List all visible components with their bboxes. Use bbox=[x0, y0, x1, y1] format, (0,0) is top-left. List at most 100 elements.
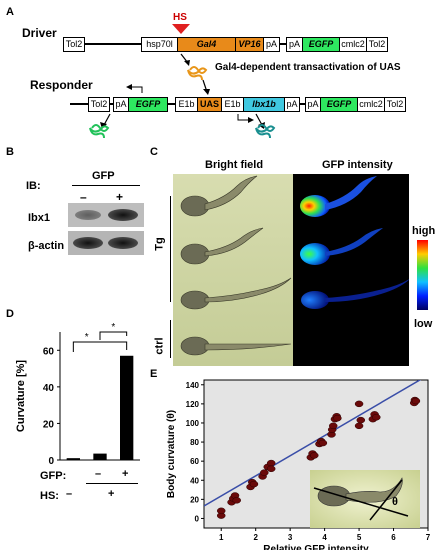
responder-pa-1: pA bbox=[113, 97, 129, 112]
hs-row-label: HS: bbox=[40, 490, 59, 502]
data-point bbox=[328, 422, 338, 430]
inset-fish-image bbox=[310, 470, 420, 528]
scale-low-label: low bbox=[414, 318, 433, 330]
data-point bbox=[333, 414, 342, 422]
gfp-plus-value: + bbox=[122, 468, 129, 480]
hs-arrow-icon bbox=[172, 24, 190, 34]
y-tick-label: 60 bbox=[43, 346, 55, 357]
fish-image-panel bbox=[173, 174, 409, 366]
ib-label: IB: bbox=[26, 180, 41, 192]
bf-fish-4 bbox=[180, 336, 292, 356]
bright-field-header: Bright field bbox=[205, 159, 264, 171]
data-point bbox=[232, 497, 241, 504]
western-blot bbox=[68, 203, 144, 255]
responder-e1b-2: E1b bbox=[221, 97, 244, 112]
tg-label: Tg bbox=[153, 237, 166, 251]
gfp-intensity-header: GFP intensity bbox=[322, 159, 393, 171]
responder-uas: UAS bbox=[197, 97, 222, 112]
tg-bracket bbox=[170, 196, 171, 302]
gfp-header: GFP bbox=[92, 170, 115, 182]
bf-fish-2 bbox=[180, 227, 264, 265]
data-point bbox=[356, 416, 366, 424]
color-scale-bar bbox=[417, 240, 428, 310]
responder-egfp-1: EGFP bbox=[128, 97, 168, 112]
driver-cmlc2: cmlc2 bbox=[339, 37, 367, 52]
panel-d-label: D bbox=[6, 308, 14, 320]
responder-lbx1b: lbx1b bbox=[243, 97, 285, 112]
y-tick-label: 140 bbox=[186, 381, 200, 390]
driver-hsp70l: hsp70l bbox=[141, 37, 178, 52]
gfp-header-line bbox=[72, 185, 140, 186]
x-tick-label: 7 bbox=[426, 533, 431, 542]
y-tick-label: 0 bbox=[195, 514, 200, 523]
x-tick-label: 4 bbox=[322, 533, 327, 542]
responder-cmlc2: cmlc2 bbox=[357, 97, 385, 112]
driver-vp16: VP16 bbox=[235, 37, 264, 52]
responder-pa-2: pA bbox=[284, 97, 300, 112]
driver-gal4: Gal4 bbox=[177, 37, 236, 52]
data-point bbox=[260, 469, 269, 476]
x-tick-label: 5 bbox=[357, 533, 362, 542]
theta-label: θ bbox=[392, 496, 398, 508]
data-point bbox=[216, 507, 226, 515]
bf-fish-3 bbox=[180, 277, 292, 310]
responder-egfp-2: EGFP bbox=[320, 97, 358, 112]
y-tick-label: 40 bbox=[190, 476, 199, 485]
gal4-protein-icon bbox=[187, 66, 208, 81]
y-tick-label: 20 bbox=[190, 495, 199, 504]
driver-tol2-right: Tol2 bbox=[366, 37, 388, 52]
y-tick-label: 40 bbox=[43, 383, 55, 394]
y-tick-label: 120 bbox=[186, 400, 200, 409]
bar-0 bbox=[66, 458, 80, 460]
ibx1-band-plus bbox=[108, 209, 138, 221]
bar-2 bbox=[120, 355, 134, 460]
fit-line bbox=[204, 380, 422, 507]
data-point bbox=[249, 480, 259, 488]
x-tick-label: 2 bbox=[253, 533, 258, 542]
responder-title: Responder bbox=[30, 78, 93, 92]
bf-fish-1 bbox=[180, 175, 258, 217]
gfp-fish-3 bbox=[301, 279, 409, 309]
sig-mark-2: * bbox=[111, 322, 115, 333]
responder-tol2-left: Tol2 bbox=[88, 97, 110, 112]
x-tick-label: 3 bbox=[288, 533, 293, 542]
gfp-minus-value: – bbox=[95, 468, 102, 480]
curvature-bar-chart: 0 20 40 60 Curvature [%] * * bbox=[15, 322, 140, 467]
sig-mark-1: * bbox=[85, 332, 89, 343]
y-tick-label: 80 bbox=[190, 438, 199, 447]
driver-tol2-left: Tol2 bbox=[63, 37, 85, 52]
panel-b-label: B bbox=[6, 146, 14, 158]
panel-c-label: C bbox=[150, 146, 158, 158]
data-point bbox=[411, 397, 421, 405]
y-axis-label: Body curvature (θ) bbox=[166, 410, 177, 498]
data-point bbox=[266, 465, 276, 473]
y-tick-label: 60 bbox=[190, 457, 199, 466]
y-tick-label: 100 bbox=[186, 419, 200, 428]
responder-tol2-right: Tol2 bbox=[384, 97, 406, 112]
data-point bbox=[266, 459, 276, 467]
panel-a-label: A bbox=[6, 6, 14, 18]
driver-pa-1: pA bbox=[263, 37, 280, 52]
lane-plus: + bbox=[116, 190, 124, 204]
lbx1b-protein-icon bbox=[255, 124, 276, 139]
ctrl-bracket bbox=[170, 320, 171, 358]
gfp-fish-2 bbox=[300, 228, 383, 265]
data-point bbox=[354, 400, 364, 408]
data-point bbox=[354, 422, 364, 430]
bar-1 bbox=[93, 453, 107, 460]
scale-high-label: high bbox=[412, 225, 436, 237]
sig-bracket-1 bbox=[72, 341, 128, 352]
x-axis-label: Relative GFP intensity bbox=[263, 544, 369, 550]
hs-label: HS bbox=[173, 12, 187, 23]
x-tick-label: 1 bbox=[219, 533, 224, 542]
y-tick-label: 0 bbox=[48, 456, 54, 467]
gfp-fish-1 bbox=[300, 176, 377, 217]
egfp-protein-icon bbox=[89, 124, 110, 139]
ctrl-label: ctrl bbox=[153, 337, 166, 355]
gfp-row-label: GFP: bbox=[40, 470, 67, 482]
x-tick-label: 6 bbox=[391, 533, 396, 542]
driver-egfp: EGFP bbox=[302, 37, 340, 52]
panel-e-label: E bbox=[150, 368, 158, 380]
ibx1-band-minus bbox=[75, 210, 101, 220]
